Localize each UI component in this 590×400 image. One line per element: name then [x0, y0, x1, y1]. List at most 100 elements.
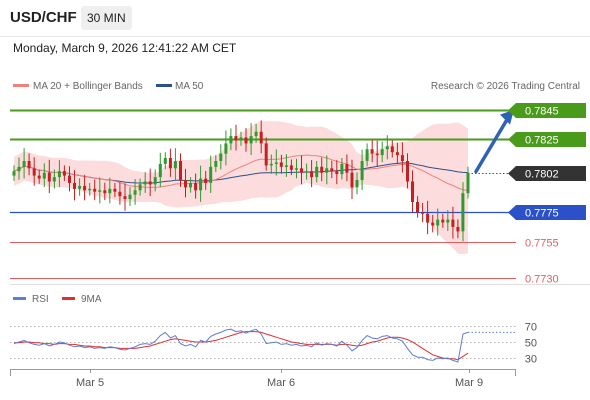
candle-body	[199, 178, 203, 191]
candle	[158, 152, 162, 188]
level-pointer-0.7825	[508, 132, 516, 147]
candle	[163, 152, 167, 170]
candle-body	[138, 184, 142, 191]
candle	[17, 157, 21, 180]
level-box-0.7775	[516, 205, 586, 220]
candle-body	[390, 146, 394, 153]
candle-body	[411, 181, 414, 202]
candle	[189, 177, 192, 193]
candle	[184, 168, 187, 198]
candle-body	[426, 213, 430, 223]
level-pointer-0.7775	[508, 205, 516, 220]
candle-body	[330, 168, 334, 172]
candle	[446, 210, 450, 231]
candle	[199, 165, 203, 202]
current-price-label: 0.7802	[525, 169, 559, 181]
candle	[83, 174, 87, 201]
candle-body	[57, 171, 61, 178]
candle	[68, 166, 71, 192]
candle	[264, 137, 268, 171]
candle	[103, 182, 107, 201]
candle	[360, 149, 364, 191]
candle	[27, 153, 31, 176]
candle	[204, 170, 208, 190]
timeframe-badge[interactable]: 30 MIN	[81, 6, 132, 30]
candle	[320, 157, 324, 182]
candle-body	[47, 172, 51, 182]
candle-body	[421, 212, 425, 214]
candle-body	[365, 149, 369, 161]
candle-body	[249, 136, 253, 144]
candle	[128, 187, 132, 206]
candle-body	[168, 158, 172, 169]
ma20-line	[13, 154, 469, 192]
candle-body	[42, 172, 46, 179]
candle	[421, 202, 425, 223]
ma50-legend-swatch	[156, 84, 172, 87]
candle-body	[88, 188, 92, 191]
forecast-arrow-head	[500, 109, 514, 125]
bollinger-band-area	[14, 121, 468, 255]
candle-body	[289, 165, 293, 170]
moving-averages	[13, 154, 469, 192]
candle	[168, 148, 172, 177]
candle-body	[103, 190, 107, 194]
candle	[234, 124, 238, 151]
candle-body	[153, 177, 157, 185]
candle-body	[375, 153, 379, 156]
candle-body	[148, 181, 152, 185]
candle-body	[446, 219, 450, 223]
candle-body	[234, 136, 238, 141]
candle	[411, 170, 414, 213]
candle-body	[214, 161, 218, 167]
candle	[138, 178, 142, 196]
candle	[300, 155, 303, 185]
datetime-label: Monday, March 9, 2026 12:41:22 AM CET	[13, 41, 237, 55]
candle-body	[108, 188, 112, 194]
candle	[335, 160, 339, 185]
candle	[244, 128, 248, 152]
candle-body	[466, 172, 470, 194]
bollinger-band	[14, 121, 468, 255]
level-label-0.7825: 0.7825	[525, 135, 559, 147]
candle	[254, 124, 258, 143]
candle	[375, 140, 379, 167]
candle	[98, 177, 102, 204]
candle	[426, 200, 430, 235]
candle	[289, 159, 293, 176]
candle	[370, 139, 374, 163]
candle-body	[209, 166, 213, 183]
candle	[32, 157, 36, 186]
candle	[315, 161, 319, 183]
candle	[284, 154, 288, 177]
candle-body	[158, 163, 162, 178]
candle	[123, 183, 127, 211]
candle-body	[22, 161, 26, 167]
candles	[12, 120, 470, 242]
candle-body	[128, 194, 132, 200]
forecast-arrow	[474, 109, 514, 174]
candle-body	[184, 180, 187, 188]
x-label-1: Mar 6	[267, 377, 295, 389]
rsi-legend-swatch	[13, 297, 26, 300]
candle	[310, 160, 314, 188]
candle-body	[320, 166, 324, 173]
candle	[224, 130, 228, 166]
candle-body	[305, 171, 309, 173]
candle	[47, 159, 51, 194]
candle	[406, 153, 409, 189]
candle-body	[279, 162, 283, 167]
level-label-0.7730: 0.7730	[525, 274, 559, 286]
candle-body	[27, 161, 31, 169]
candle-body	[395, 152, 399, 156]
level-label-0.7755: 0.7755	[525, 238, 559, 250]
candle-body	[78, 185, 82, 189]
candle	[88, 183, 92, 196]
candle-body	[406, 161, 409, 182]
candle	[229, 128, 233, 151]
candle	[431, 214, 435, 233]
rsi-tick-50: 50	[525, 338, 537, 350]
candle-body	[310, 171, 314, 178]
candle-body	[295, 168, 298, 170]
candle	[62, 165, 66, 181]
